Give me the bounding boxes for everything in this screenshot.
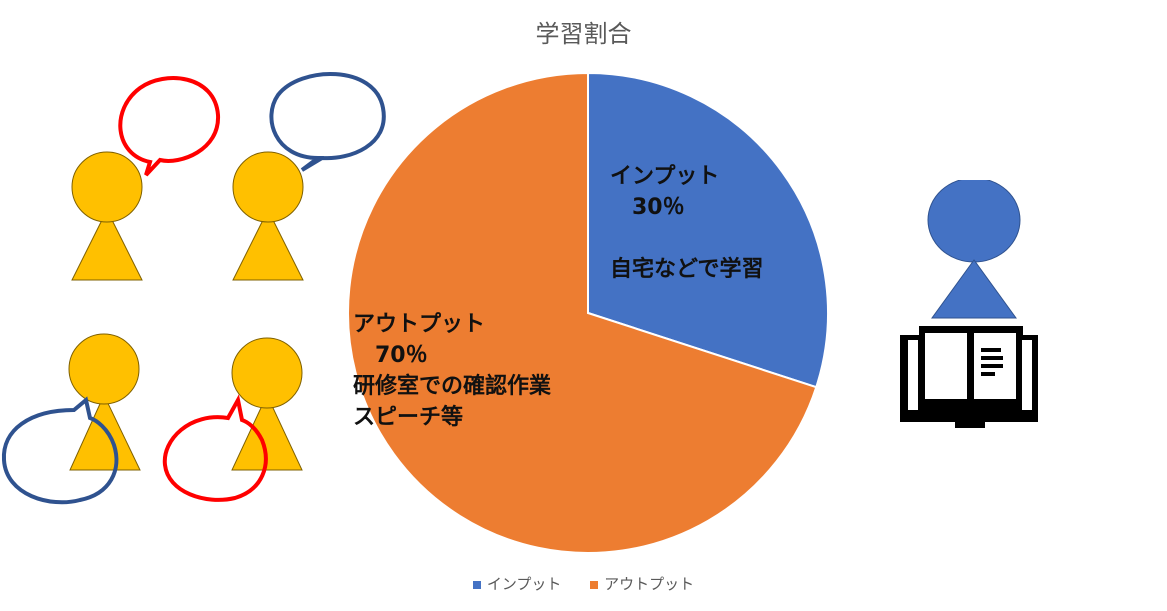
speech-bubble-bottom-right: [162, 394, 268, 502]
chart-title: 学習割合: [535, 20, 632, 48]
legend-label: インプット: [486, 575, 562, 593]
pie-slice-input: [587, 71, 830, 389]
legend-swatch-output: [590, 580, 599, 589]
data-label-input: インプット 30％ 自宅などで学習: [610, 164, 764, 282]
person-bottom-right: [231, 337, 303, 471]
person-bottom-left: [68, 333, 141, 471]
chart-legend: インプット アウトプット: [0, 573, 1167, 594]
legend-item-output: アウトプット: [590, 573, 694, 594]
person-top-right: [232, 151, 304, 281]
person-top-left: [71, 151, 143, 281]
speech-bubble-bottom-left: [1, 396, 119, 505]
legend-label: アウトプット: [604, 575, 695, 593]
pie-slice-output: [347, 71, 818, 554]
legend-item-input: インプット: [472, 573, 562, 594]
people-talking-icon: [1, 71, 386, 505]
data-label-output: アウトプット 70％ 研修室での確認作業 スピーチ等: [353, 312, 552, 430]
legend-swatch-input: [472, 580, 481, 589]
person-reading-book-icon: [900, 180, 1038, 428]
speech-bubble-top-left: [118, 76, 221, 177]
speech-bubble-top-right: [269, 71, 386, 172]
